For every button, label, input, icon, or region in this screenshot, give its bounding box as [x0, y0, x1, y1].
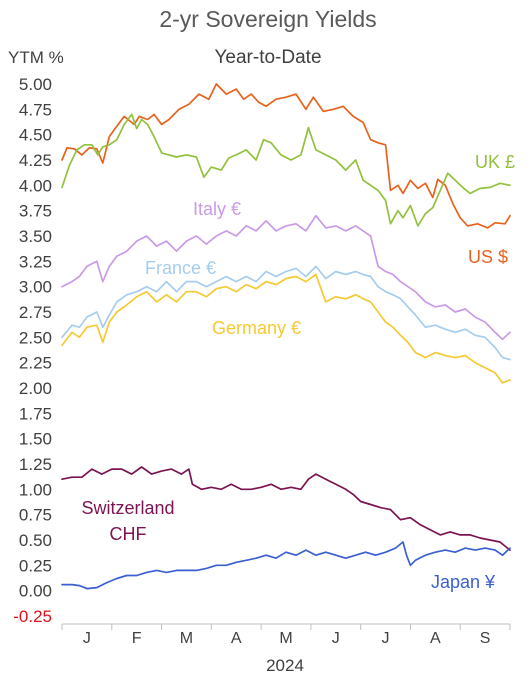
y-tick-label: 4.25 — [19, 151, 52, 170]
series-line-switzerland-chf — [61, 466, 511, 551]
series-lines — [61, 83, 511, 590]
month-label: A — [430, 630, 441, 647]
month-label: A — [231, 630, 242, 647]
y-tick-label: 2.00 — [19, 379, 52, 398]
y-tick-label: 4.00 — [19, 176, 52, 195]
series-line-italy — [61, 214, 511, 341]
month-label: F — [132, 630, 142, 647]
series-label-italy: Italy € — [193, 199, 241, 219]
y-tick-label: 5.00 — [19, 75, 52, 94]
y-tick-label: 1.75 — [19, 404, 52, 423]
series-labels: US $ UK £ Italy € France € Germany € Switzerl… — [81, 152, 515, 592]
month-label: J — [332, 630, 340, 647]
y-tick-label: 4.75 — [19, 100, 52, 119]
y-tick-label: 0.25 — [19, 556, 52, 575]
x-axis-label: 2024 — [266, 656, 304, 675]
series-line-japan — [61, 541, 511, 590]
series-label-japan: Japan ¥ — [431, 572, 496, 592]
series-line-germany — [61, 273, 511, 384]
y-tick-label: 2.25 — [19, 354, 52, 373]
y-tick-label: 0.50 — [19, 531, 52, 550]
y-tick-labels: 5.00 4.75 4.50 4.25 4.00 3.75 3.50 3.25 3.00 2.75… — [13, 75, 52, 626]
month-label: M — [180, 630, 193, 647]
y-tick-label: 3.50 — [19, 227, 52, 246]
y-tick-label: 3.25 — [19, 252, 52, 271]
series-label-switzerland-chf: CHF — [110, 524, 147, 544]
series-line-uk — [61, 113, 511, 227]
month-label: S — [480, 630, 491, 647]
series-line-france — [61, 265, 511, 361]
y-tick-label: 0.75 — [19, 506, 52, 525]
y-tick-label: 3.00 — [19, 278, 52, 297]
y-tick-label: -0.25 — [13, 607, 52, 626]
series-label-germany: Germany € — [212, 318, 301, 338]
y-tick-label: 2.75 — [19, 303, 52, 322]
y-axis-label: YTM % — [8, 48, 64, 67]
y-tick-label: 1.00 — [19, 480, 52, 499]
chart-title: 2-yr Sovereign Yields — [159, 6, 376, 32]
series-label-uk: UK £ — [475, 152, 515, 172]
month-label: M — [279, 630, 292, 647]
y-tick-label: 0.00 — [19, 582, 52, 601]
y-tick-label: 2.50 — [19, 328, 52, 347]
month-label: J — [83, 630, 91, 647]
y-tick-label: 3.75 — [19, 202, 52, 221]
y-tick-label: 4.50 — [19, 126, 52, 145]
series-label-us: US $ — [468, 247, 508, 267]
month-label: J — [382, 630, 390, 647]
chart-subtitle: Year-to-Date — [214, 47, 321, 68]
y-tick-label: 1.50 — [19, 430, 52, 449]
series-label-france: France € — [145, 258, 216, 278]
series-line-us — [61, 83, 511, 229]
y-tick-label: 1.25 — [19, 455, 52, 474]
series-label-switzerland-chf: Switzerland — [81, 498, 174, 518]
